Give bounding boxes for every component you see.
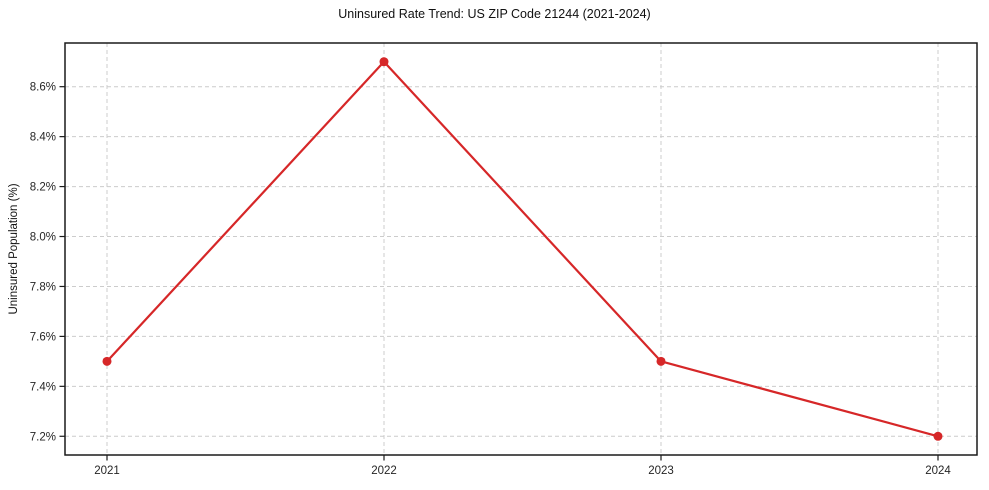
y-tick-label: 8.2% [30, 182, 56, 194]
x-tick-label: 2022 [371, 465, 397, 477]
y-tick-label: 7.8% [30, 281, 56, 293]
data-point-marker [933, 431, 943, 441]
plot-spines [64, 42, 978, 456]
data-point-marker [656, 356, 666, 366]
y-tick-label: 8.0% [30, 232, 56, 244]
data-point-marker [102, 356, 112, 366]
x-tick-label: 2021 [94, 465, 120, 477]
y-tick-label: 7.4% [30, 381, 56, 393]
trend-line [106, 60, 939, 438]
x-tick-label: 2024 [925, 465, 951, 477]
x-tick-label: 2023 [648, 465, 674, 477]
y-tick-label: 8.4% [30, 132, 56, 144]
y-tick-label: 7.6% [30, 331, 56, 343]
data-point-marker [379, 57, 389, 67]
chart-title: Uninsured Rate Trend: US ZIP Code 21244 … [338, 7, 651, 21]
y-tick-label: 7.2% [30, 431, 56, 443]
y-tick-label: 8.6% [30, 82, 56, 94]
